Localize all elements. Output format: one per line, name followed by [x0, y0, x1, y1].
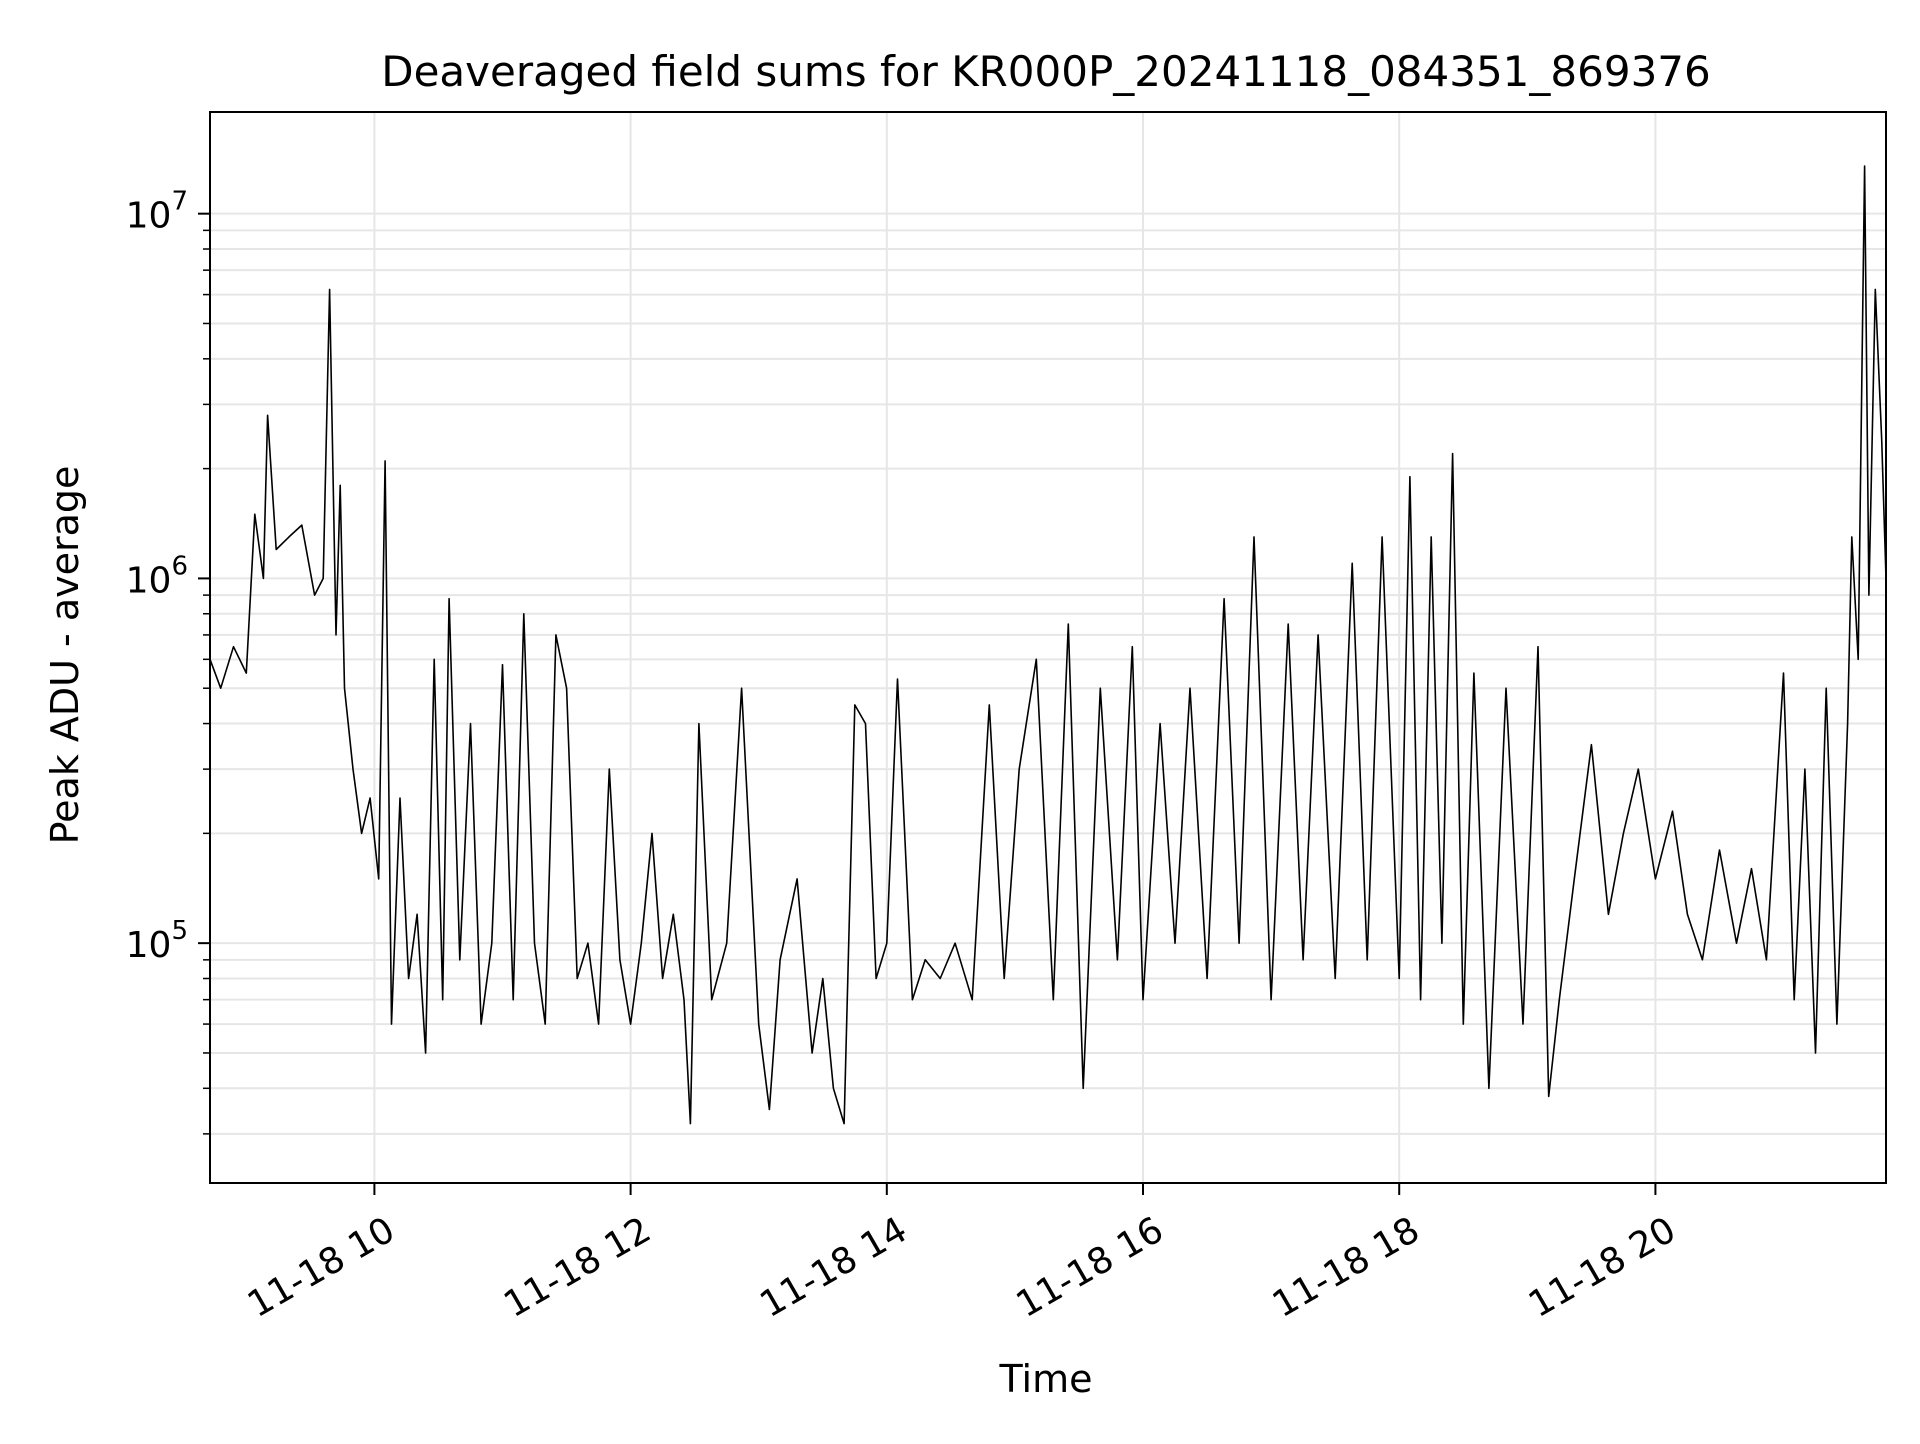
grid-lines — [210, 112, 1886, 1183]
series-line — [210, 165, 1886, 1125]
x-axis-label: Time — [999, 1357, 1093, 1401]
y-tick-label: 107 — [126, 187, 188, 237]
y-tick-label: 105 — [126, 916, 188, 966]
plot-data-layer — [210, 165, 1886, 1125]
plot-frame — [209, 111, 1887, 1184]
chart-title: Deaveraged field sums for KR000P_2024111… — [381, 47, 1711, 96]
y-axis-label: Peak ADU - average — [43, 466, 87, 845]
y-tick-label: 106 — [126, 551, 188, 601]
